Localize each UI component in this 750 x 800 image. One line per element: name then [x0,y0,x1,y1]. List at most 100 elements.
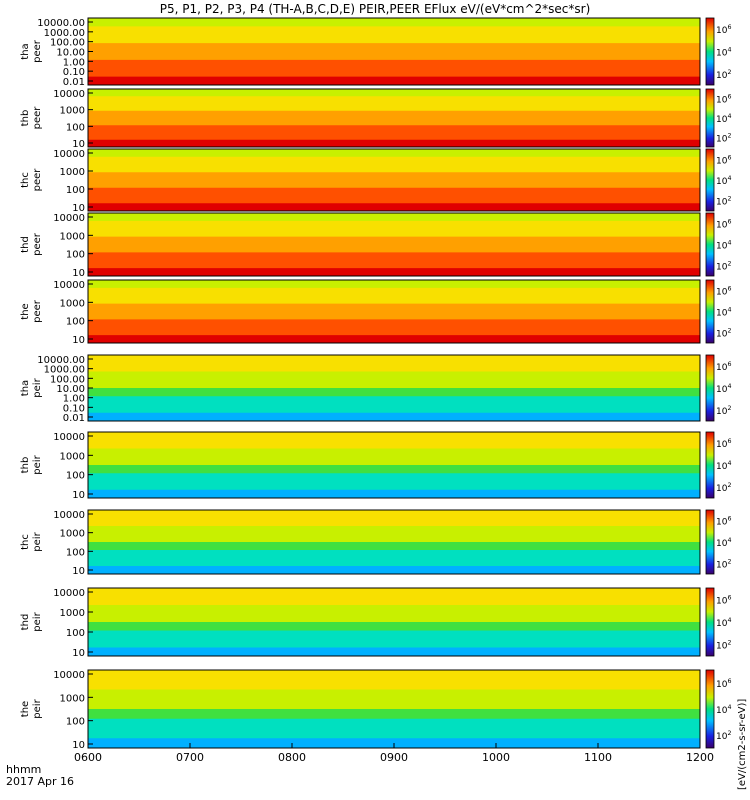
colorbar [705,279,715,344]
y-tick-label: 1000.00 [44,28,85,39]
y-tick-label: 10 [72,139,85,150]
panel-the-peer: 10000 1000 100 10 the peer 102 104 106 [20,279,731,346]
heatmap-band [88,396,700,405]
heatmap-band [88,236,700,245]
colorbar-tick-label: 104 [716,307,731,319]
heatmap-band [88,228,700,238]
heatmap-band [88,327,700,336]
panel-frame [87,509,701,575]
y-tick-label: 1000 [60,298,85,309]
colorbar-tick-label: 102 [716,558,731,570]
y-tick-label: 100 [66,471,85,482]
y-tick-label: 10 [72,335,85,346]
panel-species-label: peir [32,454,43,474]
colorbar-tick-label: 104 [716,460,731,472]
colorbar [705,354,715,422]
colorbar [705,88,715,148]
colorbar-tick-label: 104 [716,175,731,187]
colorbar [705,212,715,277]
y-tick-label: 100 [66,122,85,133]
colorbar-tick-label: 106 [716,678,731,690]
panel-probe-label: the [20,303,31,319]
panel-probe-label: thc [20,534,31,550]
heatmap-band [88,489,700,499]
panel-species-label: peer [32,106,43,130]
colorbar-tick-label: 104 [716,383,731,395]
panel-species-label: peir [32,611,43,631]
y-tick-label: 0.01 [63,413,85,424]
y-tick-label: 1000 [60,451,85,462]
y-tick-label: 10 [72,740,85,751]
heatmap-band [88,465,700,474]
colorbar-tick-label: 106 [716,594,731,606]
y-tick-label: 0.01 [63,77,85,88]
colorbar-tick-label: 102 [716,261,731,273]
y-tick-label: 1.00 [63,394,85,405]
panel-frame [87,431,701,499]
heatmap-band [88,670,700,681]
y-tick-label: 100 [66,317,85,328]
colorbar-title: [eV/(cm2-s-sr-eV)] [737,699,748,790]
colorbar [705,148,715,212]
heatmap-band [88,709,700,720]
heatmap-band [88,132,700,141]
heatmap-band [88,139,700,148]
colorbar-tick-label: 104 [716,704,731,716]
colorbar-tick-label: 106 [716,219,731,231]
panel-probe-label: the [20,701,31,717]
heatmap-band [88,596,700,606]
heatmap-band [88,605,700,614]
heatmap-band [88,481,700,491]
colorbar [705,509,715,575]
y-tick-label: 10000 [53,588,85,599]
heatmap-band [88,388,700,397]
heatmap-band [88,244,700,253]
panel-thb-peer: 10000 1000 100 10 thb peer 102 104 106 [20,88,731,150]
colorbar-tick-label: 104 [716,617,731,629]
panel-frame [87,279,701,344]
colorbar-tick-label: 102 [716,405,731,417]
colorbar-tick-label: 104 [716,240,731,252]
colorbar-tick-label: 102 [716,69,731,81]
y-tick-label: 100 [66,250,85,261]
y-tick-label: 10 [72,490,85,501]
x-tick-label: 1100 [584,751,612,764]
heatmap-band [88,335,700,344]
panel-probe-label: thb [20,110,31,127]
heatmap-band [88,76,700,86]
heatmap-band [88,18,700,27]
x-tick-label: 1200 [686,751,714,764]
y-tick-label: 10000 [53,89,85,100]
panel-frame [87,88,701,148]
heatmap-band [88,295,700,305]
colorbar-tick-label: 106 [716,516,731,528]
heatmap-band [88,526,700,535]
heatmap-band [88,355,700,364]
panel-thd-peir: 10000 1000 100 10 thd peir 102 104 106 [20,587,731,659]
y-tick-label: 10000.00 [37,355,85,366]
heatmap-band [88,679,700,690]
y-tick-label: 10 [72,648,85,659]
panel-probe-label: thc [20,172,31,188]
y-tick-label: 100.00 [50,38,85,49]
heatmap-band [88,213,700,222]
heatmap-band [88,149,700,158]
y-tick-label: 10 [72,203,85,214]
heatmap-band [88,534,700,543]
heatmap-band [88,125,700,133]
y-tick-label: 10.00 [56,48,85,59]
heatmap-band [88,43,700,52]
y-tick-label: 1.00 [63,57,85,68]
y-tick-label: 0.10 [63,403,85,414]
y-tick-label: 100.00 [50,374,85,385]
panel-species-label: peer [32,168,43,192]
colorbar-tick-label: 102 [716,196,731,208]
heatmap-band [88,510,700,519]
panel-the-peir: 10000 1000 100 10 the peir 102 104 106 [20,669,731,751]
y-tick-label: 1000 [60,693,85,704]
panels-group: 10000.001000.00100.0010.001.000.100.01th… [20,17,731,751]
heatmap-band [88,203,700,212]
y-tick-label: 100 [66,547,85,558]
panel-species-label: peir [32,377,43,397]
